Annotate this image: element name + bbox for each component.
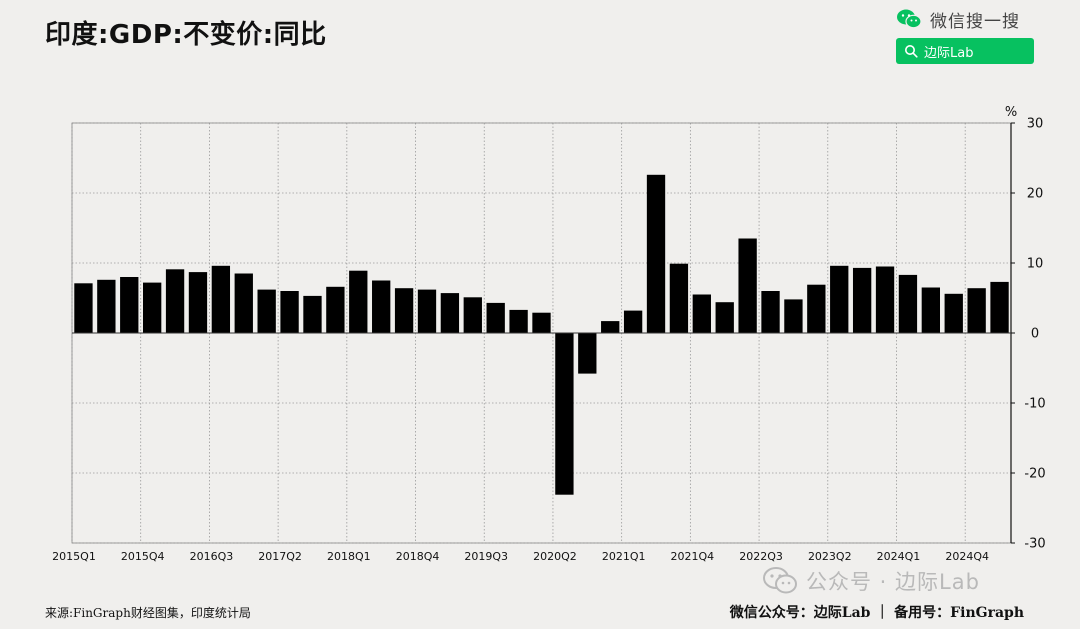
bar-2024Q2 (921, 287, 941, 333)
bar-2017Q4 (326, 286, 345, 333)
x-tick-label: 2018Q1 (327, 550, 371, 563)
y-axis-unit: % (1005, 105, 1017, 120)
x-tick-label: 2015Q1 (52, 550, 96, 563)
bar-2023Q3 (852, 267, 872, 333)
page-title: 印度:GDP:不变价:同比 (45, 20, 327, 50)
bar-2018Q3 (394, 288, 414, 333)
bar-2018Q1 (349, 270, 368, 333)
bar-2023Q2 (830, 265, 849, 333)
wechat-search-button[interactable]: 边际Lab (896, 38, 1034, 64)
bar-2019Q2 (463, 297, 482, 333)
wechat-icon (897, 9, 922, 29)
x-tick-label: 2015Q4 (121, 550, 165, 563)
wechat-watermark-icon (763, 567, 797, 594)
bar-2019Q4 (509, 309, 528, 333)
bar-2022Q2 (738, 238, 757, 333)
bar-2016Q4 (234, 273, 253, 333)
bar-2021Q1 (623, 310, 643, 333)
chart-axes (71, 122, 1012, 544)
bar-2023Q4 (875, 266, 895, 333)
x-tick-label: 2017Q2 (258, 550, 302, 563)
bar-2015Q4 (142, 282, 162, 333)
x-tick-label: 2021Q4 (671, 550, 715, 563)
x-tick-label: 2022Q3 (739, 550, 783, 563)
chart-x-ticks: 2015Q1 2015Q4 2016Q3 2017Q2 2018Q1 2018Q4 2019… (52, 550, 989, 563)
chart-bars (74, 174, 1009, 495)
wechat-search-widget: 微信搜一搜 边际Lab (896, 6, 1036, 64)
y-tick-label: 30 (1027, 117, 1044, 132)
x-tick-label: 2020Q2 (533, 550, 577, 563)
x-tick-label: 2016Q3 (190, 550, 234, 563)
wechat-search-text: 微信搜一搜 (930, 11, 1020, 32)
bar-2015Q1 (74, 283, 93, 333)
x-tick-label: 2024Q4 (945, 550, 989, 563)
bar-2015Q2 (97, 279, 116, 333)
bar-2016Q1 (165, 269, 185, 333)
bar-2016Q3 (211, 265, 231, 333)
bar-2024Q1 (898, 274, 918, 333)
bar-2020Q4 (601, 321, 620, 333)
chart-y-ticks: 30 20 10 0 -10 -20 -30 (1011, 117, 1046, 552)
y-tick-label: -20 (1024, 467, 1045, 482)
bar-2020Q2 (555, 333, 574, 495)
bar-2022Q1 (715, 302, 734, 333)
bar-2024Q4 (967, 288, 986, 333)
credit-note: 微信公众号：边际Lab ｜ 备用号：FinGraph (729, 605, 1024, 621)
x-tick-label: 2019Q3 (464, 550, 508, 563)
x-tick-label: 2021Q1 (602, 550, 646, 563)
wechat-search-button-label: 边际Lab (924, 45, 974, 61)
x-tick-label: 2024Q1 (877, 550, 921, 563)
watermark: 公众号 · 边际Lab (762, 566, 980, 596)
bar-2018Q4 (417, 289, 437, 333)
bar-2022Q4 (784, 299, 803, 333)
bar-2021Q4 (692, 294, 711, 333)
y-tick-label: -30 (1024, 537, 1045, 552)
bar-2016Q2 (188, 272, 208, 333)
y-tick-label: -10 (1024, 397, 1045, 412)
bar-2025Q1 (990, 281, 1009, 333)
bar-2020Q3 (578, 333, 597, 374)
source-note: 来源:FinGraph财经图集，印度统计局 (45, 606, 251, 620)
search-icon (905, 45, 918, 58)
y-tick-label: 10 (1027, 257, 1044, 272)
y-tick-label: 20 (1027, 187, 1044, 202)
bar-2023Q1 (807, 284, 826, 333)
y-tick-label: 0 (1031, 327, 1039, 342)
bar-2022Q3 (761, 291, 780, 333)
bar-2019Q3 (486, 302, 505, 333)
bar-2017Q3 (303, 295, 322, 333)
bar-2020Q1 (532, 312, 551, 333)
bar-2018Q2 (372, 280, 391, 333)
bar-2024Q3 (944, 293, 963, 333)
watermark-text: 公众号 · 边际Lab (806, 570, 980, 594)
bar-2021Q3 (669, 263, 689, 333)
bar-2015Q3 (120, 277, 139, 333)
x-tick-label: 2023Q2 (808, 550, 852, 563)
x-tick-label: 2018Q4 (396, 550, 440, 563)
bar-2017Q1 (257, 289, 276, 333)
bar-2017Q2 (280, 291, 299, 333)
bar-2021Q2 (646, 174, 666, 333)
bar-2019Q1 (440, 293, 460, 333)
wechat-search-row: 微信搜一搜 (896, 6, 1036, 32)
